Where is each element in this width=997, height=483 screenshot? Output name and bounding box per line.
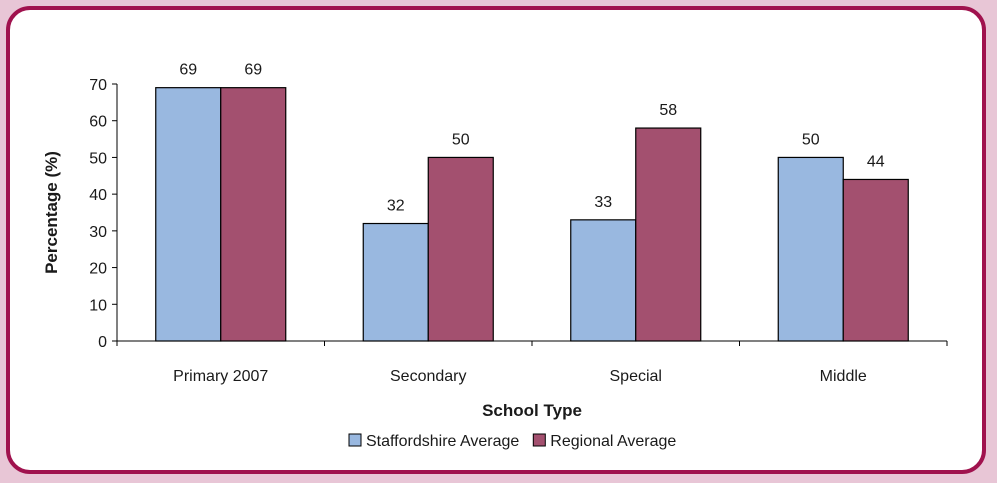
data-label: 50 (452, 131, 470, 148)
y-tick-label: 10 (89, 297, 107, 314)
y-tick-label: 70 (89, 77, 107, 94)
x-tick-label: Primary 2007 (173, 368, 268, 385)
x-axis-title: School Type (482, 401, 582, 420)
data-label: 50 (802, 131, 820, 148)
x-tick-label: Secondary (390, 368, 467, 385)
bar-staffordshire (777, 156, 844, 342)
data-label: 69 (244, 62, 262, 79)
bar-staffordshire (570, 219, 637, 342)
y-tick-label: 60 (89, 114, 107, 131)
x-tick-label: Special (610, 368, 662, 385)
x-tick-label: Middle (820, 368, 867, 385)
bar-regional (427, 156, 494, 342)
data-label: 58 (659, 102, 677, 119)
legend-label-staffordshire: Staffordshire Average (366, 433, 519, 450)
bar-staffordshire (362, 222, 429, 342)
bar-regional (220, 87, 287, 342)
legend-label-regional: Regional Average (550, 433, 676, 450)
data-label: 69 (179, 62, 197, 79)
y-axis-title: Percentage (%) (42, 151, 61, 274)
bar-regional (842, 178, 909, 342)
bar-regional (635, 127, 702, 342)
bar-staffordshire (155, 87, 222, 342)
y-tick-label: 40 (89, 187, 107, 204)
y-tick-label: 50 (89, 150, 107, 167)
y-tick-label: 30 (89, 224, 107, 241)
data-label: 33 (594, 194, 612, 211)
data-label: 32 (387, 198, 405, 215)
y-tick-label: 20 (89, 261, 107, 278)
y-tick-label: 0 (98, 334, 107, 351)
legend-swatch-staffordshire (348, 433, 362, 447)
data-label: 44 (867, 153, 885, 170)
legend-swatch-regional (532, 433, 546, 447)
